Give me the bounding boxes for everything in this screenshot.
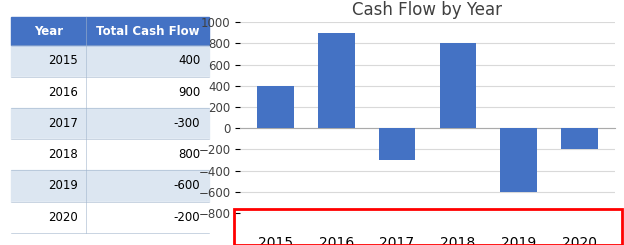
Bar bbox=[11, 170, 86, 201]
Bar bbox=[11, 108, 86, 139]
Text: -200: -200 bbox=[173, 211, 200, 224]
Text: 2016: 2016 bbox=[47, 86, 77, 99]
Title: Cash Flow by Year: Cash Flow by Year bbox=[353, 1, 502, 19]
Text: 400: 400 bbox=[178, 54, 200, 67]
Bar bbox=[86, 170, 209, 201]
Bar bbox=[318, 33, 354, 128]
Text: -300: -300 bbox=[173, 117, 200, 130]
Bar bbox=[86, 139, 209, 170]
Text: 2020: 2020 bbox=[48, 211, 77, 224]
Bar bbox=[86, 17, 209, 45]
Text: Year: Year bbox=[34, 25, 63, 38]
Text: 2015: 2015 bbox=[48, 54, 77, 67]
Text: Total Cash Flow: Total Cash Flow bbox=[95, 25, 199, 38]
Bar bbox=[86, 201, 209, 233]
Bar bbox=[11, 139, 86, 170]
Text: 2019: 2019 bbox=[47, 179, 77, 192]
Bar bbox=[561, 128, 598, 149]
Bar bbox=[500, 128, 537, 192]
Bar bbox=[11, 17, 86, 45]
Bar bbox=[257, 86, 294, 128]
Bar bbox=[86, 45, 209, 76]
Text: -600: -600 bbox=[173, 179, 200, 192]
Text: 800: 800 bbox=[178, 148, 200, 161]
Bar bbox=[11, 45, 86, 76]
Bar bbox=[11, 77, 86, 108]
Bar bbox=[86, 77, 209, 108]
Text: 900: 900 bbox=[178, 86, 200, 99]
Text: 2017: 2017 bbox=[47, 117, 77, 130]
Text: 2018: 2018 bbox=[48, 148, 77, 161]
Bar bbox=[439, 43, 476, 128]
Bar bbox=[11, 201, 86, 233]
Bar bbox=[379, 128, 416, 160]
Bar bbox=[86, 108, 209, 139]
